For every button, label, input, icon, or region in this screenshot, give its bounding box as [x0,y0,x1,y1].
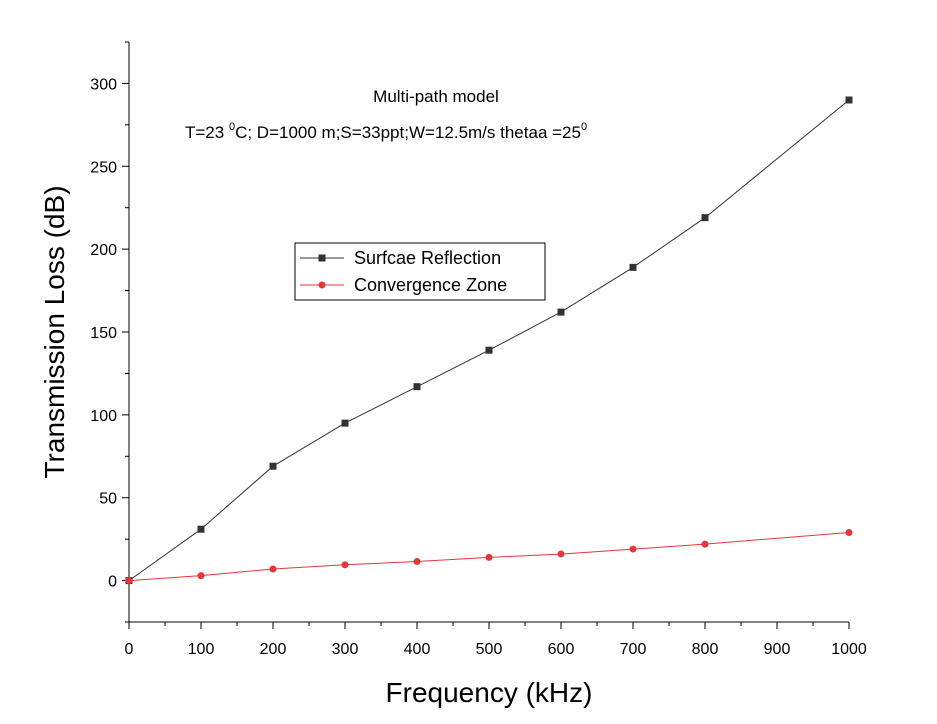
x-tick-label: 600 [548,641,575,658]
x-tick-label: 500 [476,641,503,658]
legend-box [294,242,546,301]
series-line [128,99,850,582]
x-tick-label: 300 [332,641,359,658]
series-1 [125,96,853,585]
chart-subtitle: T=23 0C; D=1000 m;S=33ppt;W=12.5m/s thet… [185,121,587,142]
data-point [269,462,277,470]
y-tick-label: 200 [90,242,117,259]
data-point [197,525,205,533]
subtitle-superscript-2: 0 [581,121,587,133]
x-axis-title: Frequency (kHz) [386,677,593,708]
series-line [128,532,850,582]
data-point [197,572,205,580]
data-point [629,545,637,553]
y-tick-label: 150 [90,325,117,342]
y-tick-label: 100 [90,408,117,425]
y-tick-label: 0 [108,574,117,591]
data-point [629,263,637,271]
y-tick-label: 300 [90,76,117,93]
data-point [701,540,709,548]
data-point [485,346,493,354]
x-tick-label: 200 [260,641,287,658]
data-point [269,565,277,573]
legend-item: Convergence Zone [300,275,507,295]
data-point [413,558,421,566]
data-point [701,214,709,222]
data-point [341,561,349,569]
legend-label: Surfcae Reflection [354,248,501,268]
x-tick-label: 0 [125,641,134,658]
y-tick-label: 50 [99,491,117,508]
data-point [485,553,493,561]
x-tick-label: 1000 [831,641,867,658]
legend-item: Surfcae Reflection [300,248,501,268]
legend-marker [318,281,326,289]
x-tick-label: 400 [404,641,431,658]
x-tick-label: 800 [692,641,719,658]
data-point [845,529,853,537]
legend-marker [318,254,326,262]
legend: Surfcae Reflection Convergence Zone [294,242,546,301]
axes: 0 100 200 300 400 500 600 700 800 900 1000 0 50 100 15… [90,41,867,658]
subtitle-part-2: C; D=1000 m;S=33ppt;W=12.5m/s thetaa =25 [235,123,581,142]
data-point [845,96,853,104]
chart-title: Multi-path model [373,87,499,106]
subtitle-superscript-1: 0 [229,121,235,133]
y-axis-title: Transmission Loss (dB) [39,185,70,478]
x-tick-label: 700 [620,641,647,658]
data-point [341,419,349,427]
data-point [413,383,421,391]
data-point [125,577,133,585]
subtitle-part-1: T=23 [185,123,229,142]
series-2 [125,529,853,585]
x-tick-label: 900 [764,641,791,658]
legend-label: Convergence Zone [354,275,507,295]
y-tick-label: 250 [90,159,117,176]
data-point [557,308,565,316]
series-layer [125,96,853,585]
x-tick-label: 100 [188,641,215,658]
data-point [557,550,565,558]
